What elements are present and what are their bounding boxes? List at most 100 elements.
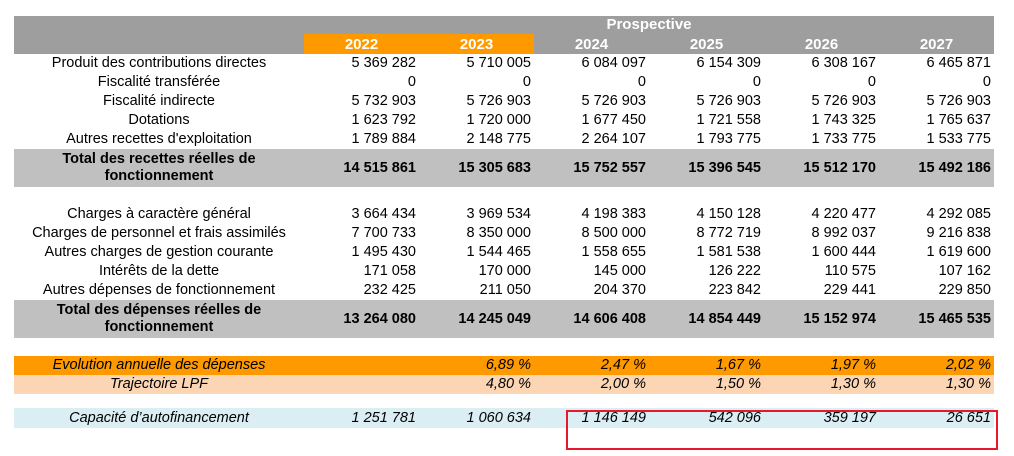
total-label-line1: Total des dépenses réelles de bbox=[56, 302, 262, 318]
total-row-recettes: Total des recettes réelles de fonctionnem… bbox=[14, 149, 994, 187]
row-label: Autres dépenses de fonctionnement bbox=[42, 282, 276, 298]
cell: 2 148 775 bbox=[466, 131, 531, 147]
cell: 232 425 bbox=[363, 282, 416, 298]
cell: 15 305 683 bbox=[419, 149, 534, 187]
row-label: Charges à caractère général bbox=[67, 206, 251, 222]
cell: 0 bbox=[407, 74, 416, 90]
row-label: Autres charges de gestion courante bbox=[44, 244, 274, 260]
cell: 5 710 005 bbox=[466, 55, 531, 71]
table-row: Charges à caractère général 3 664 434 3 … bbox=[14, 205, 994, 224]
cell: 0 bbox=[982, 74, 991, 90]
cell: 1 619 600 bbox=[926, 244, 991, 260]
cell: 5 369 282 bbox=[351, 55, 416, 71]
cell: 229 441 bbox=[823, 282, 876, 298]
cell: 0 bbox=[522, 74, 531, 90]
cell: 1 677 450 bbox=[581, 112, 646, 128]
cell: 6 154 309 bbox=[696, 55, 761, 71]
year-2023: 2023 bbox=[419, 34, 534, 54]
row-label: Autres recettes d'exploitation bbox=[66, 131, 252, 147]
cell: 7 700 733 bbox=[351, 225, 416, 241]
cell: 6 084 097 bbox=[581, 55, 646, 71]
cell: 4,80 % bbox=[419, 375, 534, 394]
row-label: Intérêts de la dette bbox=[98, 263, 220, 279]
cell: 1,30 % bbox=[879, 375, 994, 394]
row-label: Trajectoire LPF bbox=[14, 375, 304, 394]
cell: 1 581 538 bbox=[696, 244, 761, 260]
row-label: Charges de personnel et frais assimilés bbox=[32, 225, 286, 241]
cell: 5 726 903 bbox=[811, 93, 876, 109]
cell: 211 050 bbox=[479, 282, 531, 298]
row-label: Dotations bbox=[128, 112, 190, 128]
prospective-header: Prospective bbox=[304, 16, 994, 34]
cell: 1 623 792 bbox=[351, 112, 416, 128]
cell: 9 216 838 bbox=[926, 225, 991, 241]
cell: 15 512 170 bbox=[764, 149, 879, 187]
header-corner-2 bbox=[14, 34, 304, 54]
table-row: Dotations 1 623 792 1 720 000 1 677 450 … bbox=[14, 111, 994, 130]
table-row: Autres dépenses de fonctionnement 232 42… bbox=[14, 281, 994, 300]
cell: 5 726 903 bbox=[581, 93, 646, 109]
total-label-line1: Total des recettes réelles de bbox=[62, 151, 256, 167]
cell: 4 220 477 bbox=[811, 206, 876, 222]
cell: 14 854 449 bbox=[649, 300, 764, 338]
cell: 1 765 637 bbox=[926, 112, 991, 128]
cell: 542 096 bbox=[649, 408, 764, 428]
cell: 223 842 bbox=[708, 282, 761, 298]
spacer-row bbox=[14, 338, 994, 356]
cell bbox=[304, 356, 419, 375]
cell: 2,00 % bbox=[534, 375, 649, 394]
cell: 8 992 037 bbox=[811, 225, 876, 241]
cell: 2,47 % bbox=[534, 356, 649, 375]
row-label: Fiscalité transférée bbox=[97, 74, 221, 90]
spacer-row bbox=[14, 394, 994, 408]
row-label: Produit des contributions directes bbox=[51, 55, 267, 71]
table-row: Autres charges de gestion courante 1 495… bbox=[14, 243, 994, 262]
cell: 5 726 903 bbox=[466, 93, 531, 109]
year-2026: 2026 bbox=[764, 34, 879, 54]
cell: 1,97 % bbox=[764, 356, 879, 375]
cell: 6 465 871 bbox=[926, 55, 991, 71]
header-corner bbox=[14, 16, 304, 34]
total-row-depenses: Total des dépenses réelles de fonctionnem… bbox=[14, 300, 994, 338]
cell: 15 752 557 bbox=[534, 149, 649, 187]
cell: 204 370 bbox=[593, 282, 646, 298]
year-2022: 2022 bbox=[304, 34, 419, 54]
cell: 1 789 884 bbox=[351, 131, 416, 147]
cell: 13 264 080 bbox=[304, 300, 419, 338]
cell: 8 500 000 bbox=[581, 225, 646, 241]
cell: 107 162 bbox=[938, 263, 991, 279]
table-row: Fiscalité transférée 0 0 0 0 0 0 bbox=[14, 73, 994, 92]
cell: 15 152 974 bbox=[764, 300, 879, 338]
total-label: Total des recettes réelles de fonctionnem… bbox=[14, 149, 304, 187]
cell: 0 bbox=[637, 74, 646, 90]
cell: 8 350 000 bbox=[466, 225, 531, 241]
cell: 14 515 861 bbox=[304, 149, 419, 187]
cell: 2,02 % bbox=[879, 356, 994, 375]
caf-row: Capacité d’autofinancement 1 251 781 1 0… bbox=[14, 408, 994, 428]
cell: 1 251 781 bbox=[304, 408, 419, 428]
cell: 1 533 775 bbox=[926, 131, 991, 147]
row-label: Evolution annuelle des dépenses bbox=[14, 356, 304, 375]
year-2024: 2024 bbox=[534, 34, 649, 54]
row-label: Capacité d’autofinancement bbox=[14, 408, 304, 428]
table-row: Fiscalité indirecte 5 732 903 5 726 903 … bbox=[14, 92, 994, 111]
evolution-row: Evolution annuelle des dépenses 6,89 % 2… bbox=[14, 356, 994, 375]
cell: 6 308 167 bbox=[811, 55, 876, 71]
cell: 1 558 655 bbox=[581, 244, 646, 260]
cell: 0 bbox=[752, 74, 761, 90]
cell: 359 197 bbox=[764, 408, 879, 428]
cell: 1 495 430 bbox=[351, 244, 416, 260]
cell: 1 600 444 bbox=[811, 244, 876, 260]
year-2025: 2025 bbox=[649, 34, 764, 54]
spacer-row bbox=[14, 187, 994, 205]
cell: 14 606 408 bbox=[534, 300, 649, 338]
cell: 3 969 534 bbox=[466, 206, 531, 222]
cell: 15 465 535 bbox=[879, 300, 994, 338]
cell: 5 726 903 bbox=[926, 93, 991, 109]
cell: 1 720 000 bbox=[466, 112, 531, 128]
table-row: Intérêts de la dette 171 058 170 000 145… bbox=[14, 262, 994, 281]
cell: 8 772 719 bbox=[696, 225, 761, 241]
cell: 1 793 775 bbox=[696, 131, 761, 147]
row-label: Fiscalité indirecte bbox=[102, 93, 215, 109]
total-label-line2: fonctionnement bbox=[104, 319, 214, 335]
